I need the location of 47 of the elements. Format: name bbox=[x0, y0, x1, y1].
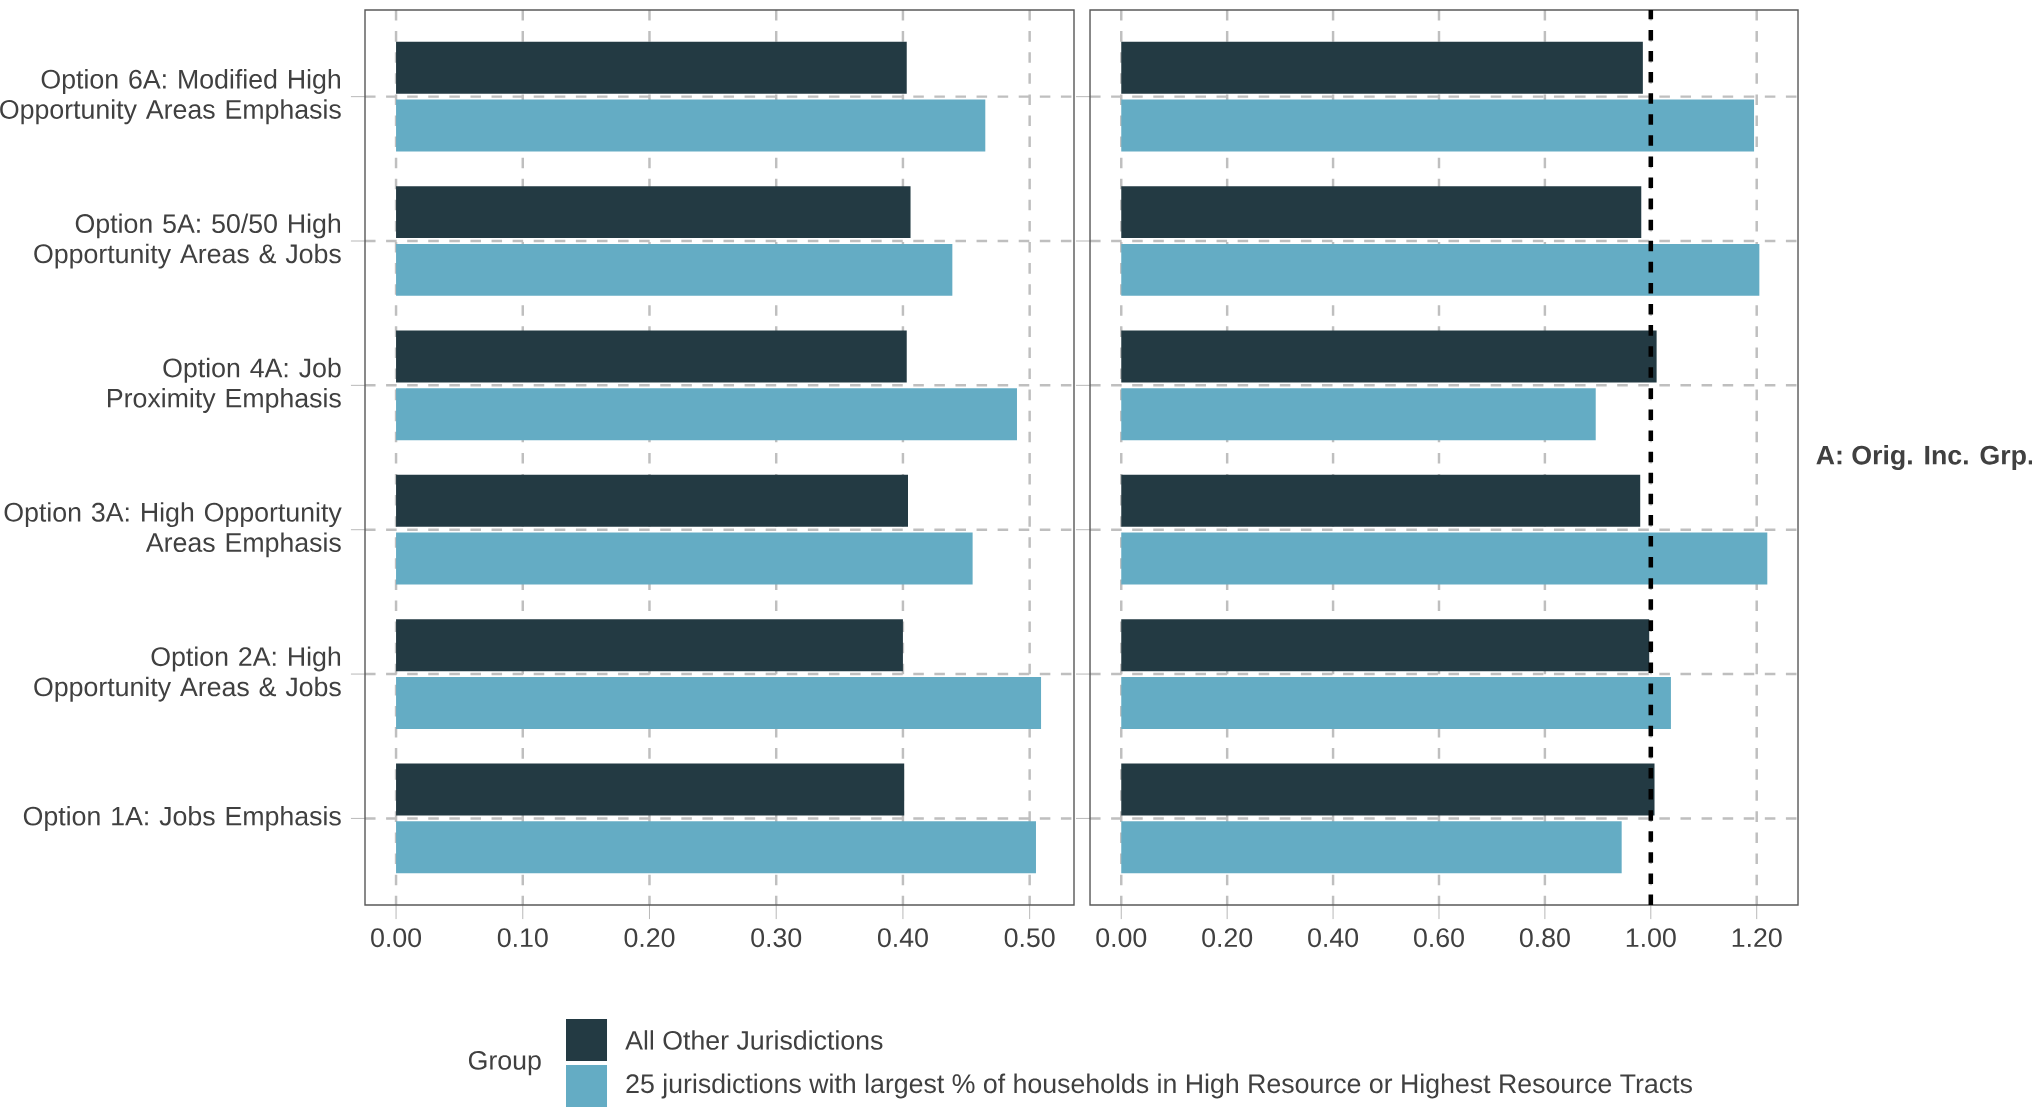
x-tick-label: 0.40 bbox=[877, 928, 928, 948]
x-tick-label: 0.50 bbox=[1004, 928, 1055, 948]
y-tick-label: Option 5A: 50/50 High Opportunity Areas & Jobs bbox=[34, 213, 341, 269]
bar bbox=[396, 99, 986, 152]
bar bbox=[396, 763, 905, 816]
x-tick-label: 1.00 bbox=[1626, 928, 1676, 948]
bar bbox=[1121, 474, 1641, 527]
y-tick-label: Option 4A: Job Proximity Emphasis bbox=[108, 357, 341, 413]
y-tick-label: Option 3A: High Opportunity Areas Emphasis bbox=[4, 502, 342, 558]
bar bbox=[1121, 388, 1596, 441]
text: A: Orig. Inc. Grp. bbox=[1816, 445, 2032, 471]
y-tick-label: Option 2A: High Opportunity Areas & Jobs bbox=[34, 646, 341, 702]
bar bbox=[1121, 619, 1650, 672]
bar bbox=[396, 821, 1036, 874]
legend-label: All Other Jurisdictions bbox=[625, 1030, 883, 1050]
bar bbox=[396, 676, 1042, 729]
x-tick-label: 0.10 bbox=[497, 928, 548, 948]
bar bbox=[1121, 330, 1657, 383]
bar bbox=[1121, 821, 1622, 874]
bar bbox=[1121, 243, 1760, 296]
bar bbox=[1121, 186, 1642, 239]
x-tick-label: 0.00 bbox=[1096, 928, 1147, 948]
bar bbox=[1121, 41, 1643, 94]
x-tick-label: 0.40 bbox=[1308, 928, 1359, 948]
bar bbox=[1121, 99, 1755, 152]
bar bbox=[396, 388, 1017, 441]
bar bbox=[1121, 676, 1671, 729]
legend-title: Group bbox=[468, 1050, 541, 1076]
bar bbox=[396, 243, 953, 296]
x-tick-label: 0.30 bbox=[751, 928, 802, 948]
bar bbox=[1121, 532, 1768, 585]
legend-label: 25 jurisdictions with largest % of households in High Resource or Highest Resource Tracts bbox=[626, 1073, 1692, 1099]
y-tick-label: Option 1A: Jobs Emphasis bbox=[23, 805, 341, 831]
bar bbox=[396, 41, 907, 94]
x-tick-label: 0.20 bbox=[624, 928, 675, 948]
x-tick-label: 0.00 bbox=[371, 928, 422, 948]
bar bbox=[396, 532, 973, 585]
bar bbox=[396, 619, 903, 672]
x-tick-label: 0.80 bbox=[1519, 928, 1570, 948]
x-tick-label: 1.20 bbox=[1732, 928, 1782, 948]
bar bbox=[396, 186, 911, 239]
bar bbox=[396, 330, 907, 383]
x-tick-label: 0.20 bbox=[1202, 928, 1253, 948]
bar bbox=[396, 474, 908, 527]
x-tick-label: 0.60 bbox=[1414, 928, 1464, 948]
bar bbox=[1121, 763, 1655, 816]
y-tick-label: Option 6A: Modified High Opportunity Areas Emphasis bbox=[0, 69, 341, 125]
